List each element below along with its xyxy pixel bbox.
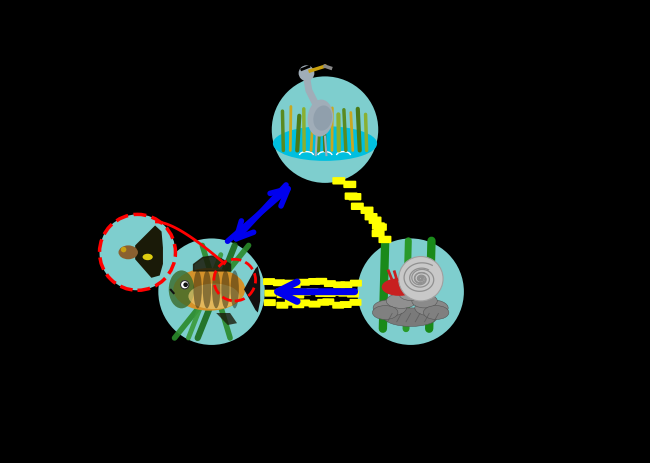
FancyBboxPatch shape: [347, 291, 359, 298]
FancyBboxPatch shape: [307, 288, 318, 295]
Ellipse shape: [382, 278, 417, 296]
Ellipse shape: [231, 270, 239, 308]
FancyBboxPatch shape: [324, 290, 335, 297]
Ellipse shape: [386, 294, 417, 308]
FancyBboxPatch shape: [285, 299, 297, 306]
Ellipse shape: [212, 270, 220, 308]
FancyBboxPatch shape: [361, 206, 374, 214]
Circle shape: [121, 247, 126, 252]
Ellipse shape: [384, 308, 437, 326]
FancyBboxPatch shape: [332, 177, 345, 185]
Circle shape: [298, 65, 315, 81]
FancyBboxPatch shape: [378, 236, 391, 243]
Ellipse shape: [399, 288, 422, 300]
Ellipse shape: [412, 294, 437, 308]
FancyBboxPatch shape: [276, 302, 289, 309]
FancyBboxPatch shape: [308, 278, 320, 285]
Ellipse shape: [373, 300, 406, 316]
Ellipse shape: [188, 283, 239, 309]
FancyBboxPatch shape: [265, 290, 276, 297]
FancyBboxPatch shape: [330, 289, 342, 296]
Circle shape: [183, 282, 188, 287]
FancyBboxPatch shape: [365, 213, 378, 220]
FancyBboxPatch shape: [298, 279, 310, 286]
Polygon shape: [244, 266, 260, 313]
FancyBboxPatch shape: [264, 299, 276, 306]
FancyBboxPatch shape: [351, 203, 364, 210]
FancyBboxPatch shape: [350, 280, 362, 287]
FancyBboxPatch shape: [338, 290, 350, 297]
FancyBboxPatch shape: [292, 292, 304, 299]
FancyBboxPatch shape: [277, 291, 289, 298]
FancyBboxPatch shape: [315, 278, 327, 285]
FancyBboxPatch shape: [340, 301, 352, 308]
Ellipse shape: [415, 300, 448, 316]
FancyBboxPatch shape: [322, 298, 334, 305]
FancyBboxPatch shape: [315, 290, 327, 297]
Ellipse shape: [423, 306, 449, 319]
Ellipse shape: [142, 254, 153, 260]
Circle shape: [272, 76, 378, 183]
FancyBboxPatch shape: [372, 222, 385, 230]
Ellipse shape: [118, 245, 138, 259]
FancyBboxPatch shape: [348, 193, 361, 200]
FancyBboxPatch shape: [344, 193, 358, 200]
Circle shape: [99, 214, 176, 290]
FancyBboxPatch shape: [350, 299, 361, 306]
FancyBboxPatch shape: [341, 282, 352, 288]
FancyBboxPatch shape: [283, 280, 294, 287]
FancyBboxPatch shape: [298, 300, 310, 307]
Circle shape: [159, 238, 265, 345]
FancyBboxPatch shape: [324, 280, 336, 287]
FancyBboxPatch shape: [343, 181, 356, 188]
FancyBboxPatch shape: [333, 282, 345, 288]
Circle shape: [398, 257, 443, 301]
Ellipse shape: [372, 306, 398, 319]
Polygon shape: [135, 225, 163, 278]
FancyBboxPatch shape: [309, 300, 320, 307]
FancyBboxPatch shape: [332, 302, 345, 309]
FancyBboxPatch shape: [299, 288, 311, 295]
Ellipse shape: [313, 106, 332, 131]
FancyBboxPatch shape: [374, 223, 387, 231]
FancyBboxPatch shape: [317, 299, 330, 306]
FancyBboxPatch shape: [369, 217, 382, 224]
Ellipse shape: [307, 100, 333, 137]
Ellipse shape: [174, 268, 245, 311]
FancyBboxPatch shape: [289, 281, 301, 288]
FancyBboxPatch shape: [273, 279, 285, 286]
Polygon shape: [216, 313, 237, 325]
FancyBboxPatch shape: [263, 278, 275, 285]
Ellipse shape: [221, 270, 229, 308]
Ellipse shape: [273, 126, 377, 161]
Ellipse shape: [203, 270, 211, 308]
FancyBboxPatch shape: [280, 290, 292, 297]
FancyBboxPatch shape: [372, 230, 385, 237]
Ellipse shape: [169, 270, 194, 308]
Circle shape: [358, 238, 464, 345]
Circle shape: [181, 281, 189, 289]
Ellipse shape: [194, 270, 202, 308]
FancyBboxPatch shape: [292, 301, 304, 308]
